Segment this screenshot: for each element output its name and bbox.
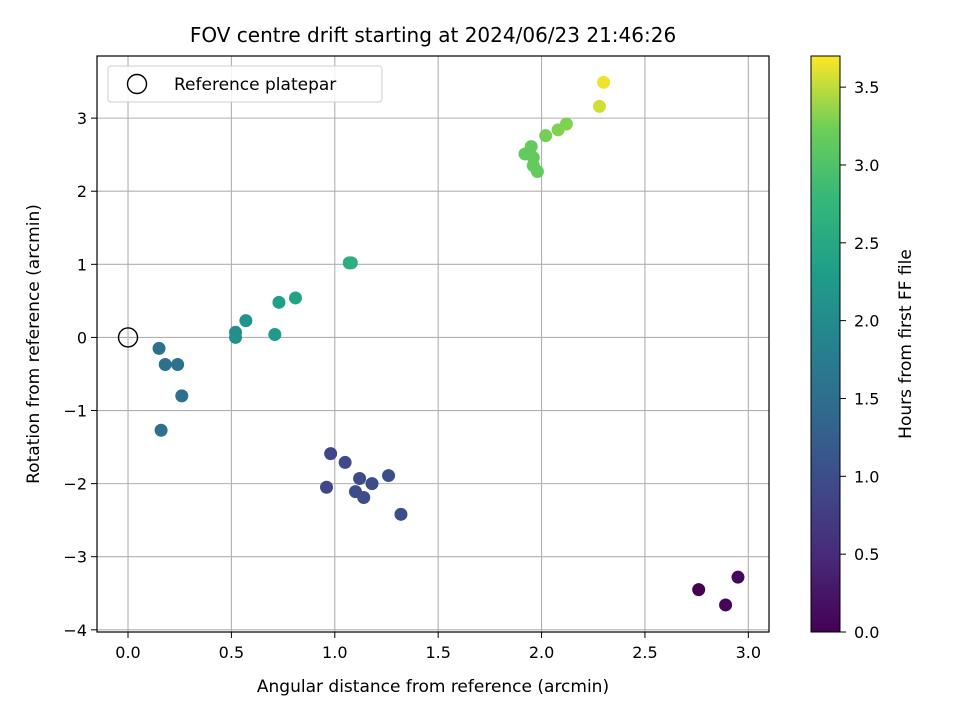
- legend-box: [107, 65, 383, 103]
- x-tick-label: 0.0: [115, 643, 140, 662]
- data-point: [692, 583, 706, 597]
- x-tick-label: 1.0: [322, 643, 347, 662]
- colorbar-tick-label: 0.0: [854, 623, 879, 642]
- data-point: [530, 164, 544, 178]
- data-point: [357, 491, 371, 505]
- grid: [97, 56, 769, 632]
- x-axis-label: Angular distance from reference (arcmin): [257, 677, 609, 697]
- y-tick-label: −3: [63, 548, 87, 567]
- data-point: [229, 330, 243, 344]
- scatter-points: [152, 75, 745, 612]
- y-axis-ticks: −4 −3 −2 −1 0 1 2 3: [63, 109, 97, 640]
- colorbar-tick-label: 2.0: [854, 312, 879, 331]
- data-point: [559, 117, 573, 131]
- data-point: [272, 295, 286, 309]
- x-tick-label: 3.0: [736, 643, 761, 662]
- x-axis-ticks: 0.0 0.5 1.0 1.5 2.0 2.5 3.0: [115, 632, 761, 662]
- data-point: [288, 291, 302, 305]
- x-tick-label: 0.5: [219, 643, 244, 662]
- data-point: [719, 598, 733, 612]
- data-point: [268, 327, 282, 341]
- data-point: [524, 140, 538, 154]
- colorbar-label: Hours from first FF file: [896, 249, 916, 439]
- y-tick-label: 3: [77, 109, 87, 128]
- data-point: [539, 129, 553, 143]
- x-tick-label: 1.5: [425, 643, 450, 662]
- y-tick-label: 1: [77, 255, 87, 274]
- colorbar-tick-label: 1.5: [854, 389, 879, 408]
- colorbar-tick-label: 1.0: [854, 467, 879, 486]
- colorbar-tick-label: 3.0: [854, 156, 879, 175]
- colorbar-frame: [810, 55, 841, 633]
- data-point: [365, 477, 379, 491]
- data-point: [320, 480, 334, 494]
- x-tick-label: 2.5: [632, 643, 657, 662]
- data-point: [344, 256, 358, 270]
- data-point: [592, 99, 606, 113]
- legend: Reference platepar: [107, 65, 383, 103]
- colorbar-fill: [811, 56, 840, 632]
- data-point: [394, 507, 408, 521]
- data-point: [154, 423, 168, 437]
- colorbar-tick-label: 2.5: [854, 234, 879, 253]
- data-point: [338, 455, 352, 469]
- data-point: [731, 570, 745, 584]
- plot-frame: [96, 55, 770, 633]
- data-point: [239, 314, 253, 328]
- y-tick-label: −4: [63, 621, 87, 640]
- data-point: [324, 447, 338, 461]
- x-tick-label: 2.0: [529, 643, 554, 662]
- y-tick-label: 0: [77, 328, 87, 347]
- y-axis-label: Rotation from reference (arcmin): [24, 204, 44, 484]
- chart-title: FOV centre drift starting at 2024/06/23 …: [190, 23, 676, 47]
- y-tick-label: −1: [63, 402, 87, 421]
- data-point: [353, 471, 367, 485]
- data-point: [152, 341, 166, 355]
- data-point: [597, 75, 611, 89]
- colorbar-ticks: 0.0 0.5 1.0 1.5 2.0 2.5 3.0 3.5: [840, 78, 879, 642]
- reference-platepar-marker: [117, 327, 139, 348]
- colorbar-tick-label: 0.5: [854, 545, 879, 564]
- legend-label-reference: Reference platepar: [174, 75, 336, 95]
- y-tick-label: 2: [77, 182, 87, 201]
- legend-marker-reference: [126, 73, 148, 95]
- data-point: [175, 389, 189, 403]
- data-point: [171, 357, 185, 371]
- colorbar-tick-label: 3.5: [854, 78, 879, 97]
- y-tick-label: −2: [63, 475, 87, 494]
- data-point: [382, 469, 396, 483]
- data-point: [158, 357, 172, 371]
- reference-layer: [117, 327, 139, 348]
